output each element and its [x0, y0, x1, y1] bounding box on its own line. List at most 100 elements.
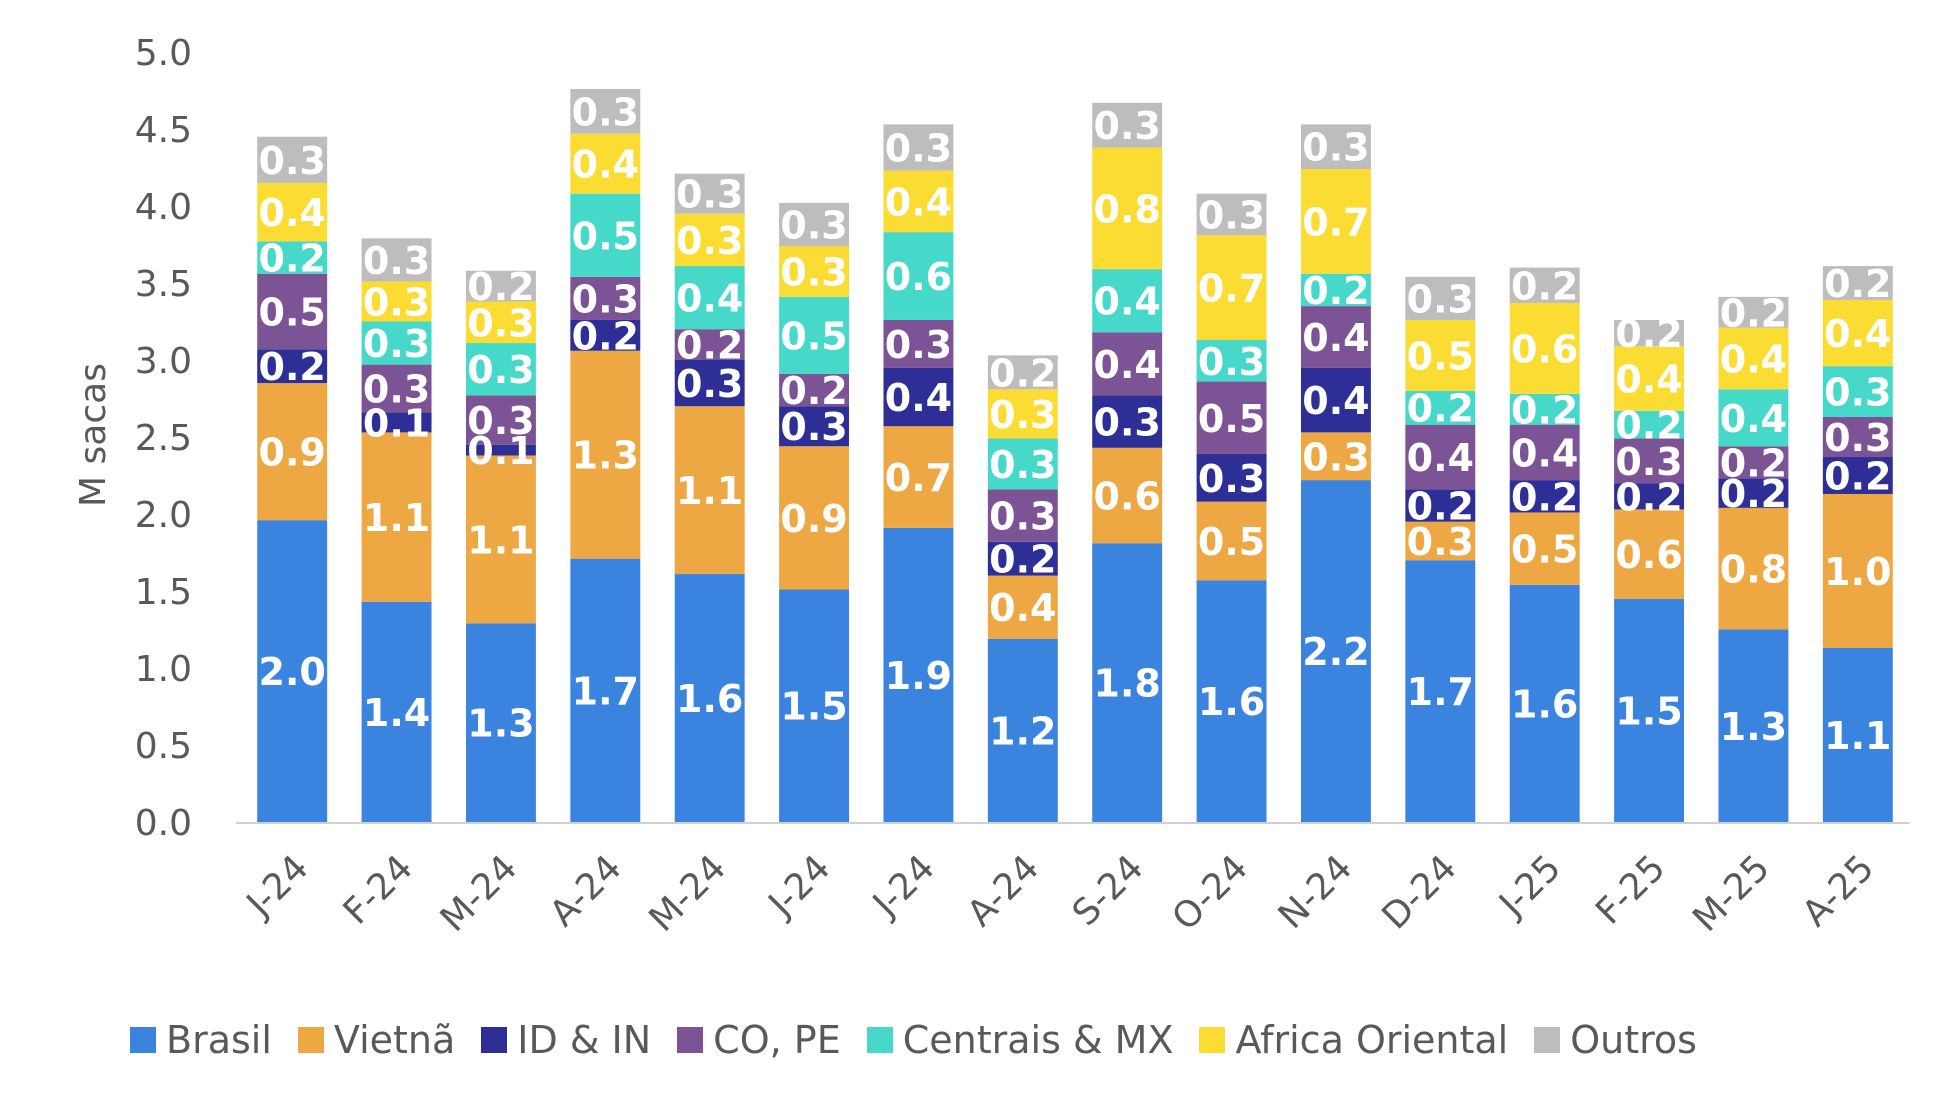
data-label: 0.3 [1407, 520, 1474, 564]
bar-segment [361, 238, 432, 282]
bar-segment [1509, 267, 1580, 304]
bar-segment [987, 355, 1058, 390]
bar-segment [1822, 647, 1893, 822]
bar-segment [883, 232, 954, 320]
y-tick-label: 4.0 [135, 187, 192, 228]
data-label: 0.2 [1720, 441, 1787, 485]
data-label: 0.3 [676, 219, 743, 263]
data-label: 0.8 [1720, 548, 1787, 592]
data-label: 0.1 [467, 429, 534, 473]
data-label: 0.2 [1615, 404, 1682, 448]
data-label: 0.3 [1198, 457, 1265, 501]
data-label: 0.4 [676, 277, 743, 321]
legend-label: Outros [1570, 1018, 1697, 1062]
bar-segment [674, 360, 745, 407]
bar-segment [987, 438, 1058, 490]
data-label: 0.3 [676, 362, 743, 406]
y-tick-label: 2.5 [135, 418, 192, 459]
bar-segment [779, 202, 850, 247]
x-tick-label: M-24 [642, 847, 735, 940]
bar-segment [257, 241, 328, 274]
bar-segment [1196, 381, 1267, 454]
data-label: 0.7 [1302, 200, 1369, 244]
data-label: 0.4 [1824, 312, 1891, 356]
bar-segment [465, 270, 536, 302]
data-label: 1.1 [676, 469, 743, 513]
x-tick-label: J-25 [1490, 847, 1569, 926]
data-label: 0.3 [259, 139, 326, 183]
bar-segment [987, 575, 1058, 639]
data-label: 0.2 [259, 345, 326, 389]
data-label: 0.3 [1824, 371, 1891, 415]
bar-segment [1092, 102, 1163, 148]
y-axis: 0.0 0.5 1.0 1.5 2.0 2.5 3.0 3.5 4.0 4.5 5.0 [135, 33, 192, 844]
y-tick-label: 2.0 [135, 495, 192, 536]
data-label: 0.4 [885, 376, 952, 420]
bar-segment [570, 133, 641, 194]
bar-segment [987, 489, 1058, 542]
data-label: 0.4 [1720, 337, 1787, 381]
data-label: 0.5 [572, 214, 639, 258]
data-label: 1.1 [363, 496, 430, 540]
bar-segment [1405, 319, 1476, 391]
bar-segment [1092, 269, 1163, 333]
bar-segment [1196, 193, 1267, 236]
bar-segment [1614, 509, 1685, 599]
data-label: 0.4 [1720, 397, 1787, 441]
x-tick-label: M-24 [433, 847, 526, 940]
bar-segment [779, 589, 850, 822]
data-label: 1.7 [1407, 670, 1474, 714]
bar-segment [1614, 319, 1685, 347]
x-tick-label: O-24 [1165, 847, 1256, 938]
bar-segment [779, 296, 850, 374]
data-label: 1.6 [1511, 682, 1578, 726]
data-label: 0.6 [885, 255, 952, 299]
bar-segment [1822, 457, 1893, 494]
y-tick-label: 3.5 [135, 264, 192, 305]
data-label: 1.3 [467, 702, 534, 746]
bar-segment [1822, 493, 1893, 648]
bar-segment [570, 193, 641, 277]
legend-label: Africa Oriental [1235, 1018, 1509, 1062]
data-label: 0.2 [780, 369, 847, 413]
y-axis-label: M sacas [73, 363, 114, 507]
bar-segment [257, 273, 328, 350]
bar-segment [465, 623, 536, 822]
data-label: 0.6 [1615, 533, 1682, 577]
data-label: 0.2 [1824, 455, 1891, 499]
data-label: 0.4 [1094, 280, 1161, 324]
bar-segment [1718, 327, 1789, 390]
data-label: 0.5 [1198, 520, 1265, 564]
data-label: 0.2 [1407, 387, 1474, 431]
data-label: 0.7 [1198, 267, 1265, 311]
data-label: 0.2 [1824, 262, 1891, 306]
legend-label: ID & IN [517, 1018, 652, 1062]
bar-segment [361, 364, 432, 413]
legend-item: Africa Oriental [1199, 1018, 1508, 1062]
x-tick-label: J-24 [238, 847, 317, 926]
data-label: 0.2 [467, 265, 534, 309]
data-label: 0.3 [467, 301, 534, 345]
data-label: 1.7 [572, 669, 639, 713]
bars [257, 88, 1893, 822]
bar-segment [465, 301, 536, 344]
data-label: 0.3 [1824, 416, 1891, 460]
bar-segment [779, 373, 850, 407]
bar-segment [1614, 598, 1685, 822]
bar-segment [1405, 424, 1476, 490]
data-label: 0.9 [780, 497, 847, 541]
x-tick-label: J-24 [760, 847, 839, 926]
bar-segment [257, 182, 328, 242]
data-label: 0.3 [1198, 340, 1265, 384]
bar-segment [1718, 446, 1789, 479]
legend-item: Outros [1534, 1018, 1697, 1062]
bar-segment [1092, 395, 1163, 448]
data-label: 0.2 [1511, 475, 1578, 519]
data-label: 1.6 [676, 677, 743, 721]
bar-segment [257, 383, 328, 521]
data-label: 0.3 [572, 90, 639, 134]
data-label: 0.4 [1094, 343, 1161, 387]
data-label: 0.3 [363, 367, 430, 411]
data-label: 1.6 [1198, 680, 1265, 724]
data-label: 0.3 [363, 322, 430, 366]
